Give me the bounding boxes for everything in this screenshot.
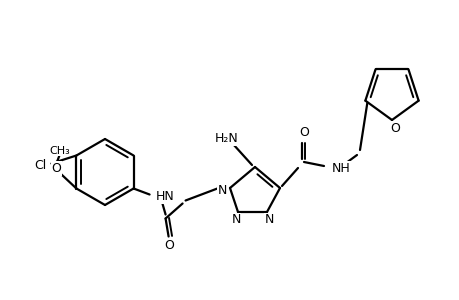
Text: O: O — [298, 127, 308, 140]
Text: H₂N: H₂N — [215, 133, 238, 146]
Text: O: O — [51, 162, 61, 175]
Text: Cl: Cl — [34, 159, 46, 172]
Text: O: O — [389, 122, 399, 134]
Text: CH₃: CH₃ — [49, 146, 70, 155]
Text: O: O — [164, 239, 174, 252]
Text: NH: NH — [331, 161, 350, 175]
Text: HN: HN — [155, 190, 174, 203]
Text: N: N — [231, 214, 240, 226]
Text: N: N — [264, 214, 273, 226]
Text: N: N — [217, 184, 226, 196]
